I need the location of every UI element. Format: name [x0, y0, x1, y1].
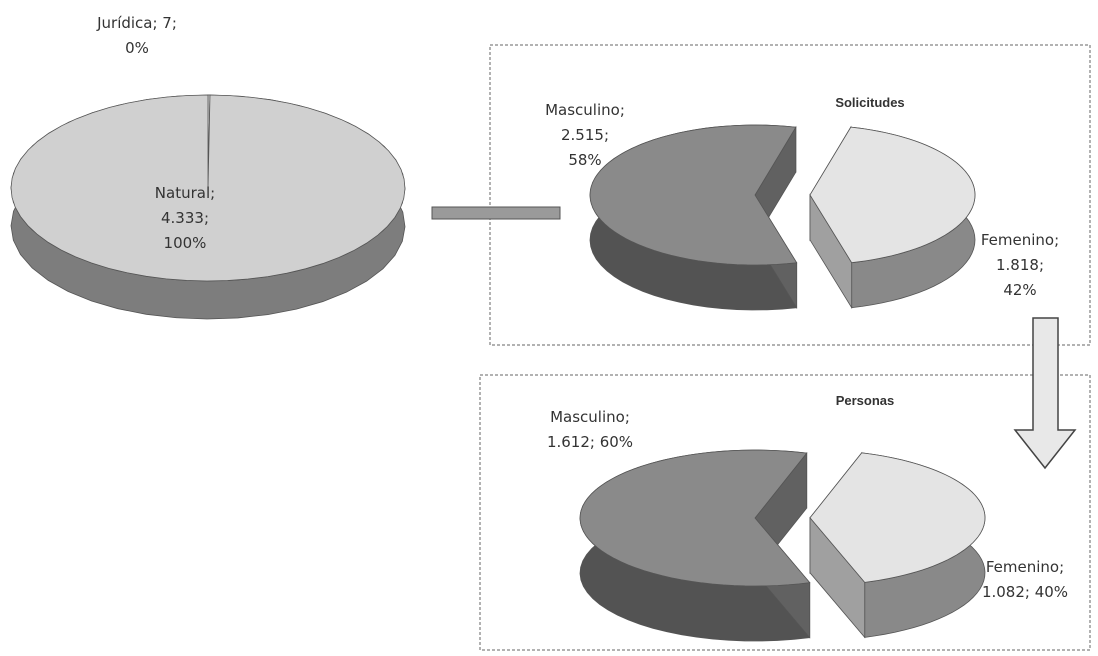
data-label: Masculino; 2.515; 58% [545, 101, 625, 169]
pie-slice [809, 126, 976, 264]
data-label: Masculino; 1.612; 60% [547, 408, 633, 451]
data-label: Femenino; 1.818; 42% [981, 231, 1059, 299]
chart-title: Personas [836, 393, 895, 408]
data-label: Natural; 4.333; 100% [155, 184, 215, 252]
data-label: Femenino; 1.082; 40% [982, 558, 1068, 601]
pie-slice [10, 94, 406, 282]
connector-arrow [431, 206, 561, 220]
pie-slice [809, 452, 986, 583]
chart-title: Solicitudes [835, 95, 904, 110]
data-label: Jurídica; 7; 0% [96, 14, 177, 57]
pie-slice [589, 124, 798, 266]
down-arrow [1013, 317, 1077, 470]
pie-slice [579, 449, 811, 587]
frame [489, 44, 1091, 346]
frame [479, 374, 1091, 651]
